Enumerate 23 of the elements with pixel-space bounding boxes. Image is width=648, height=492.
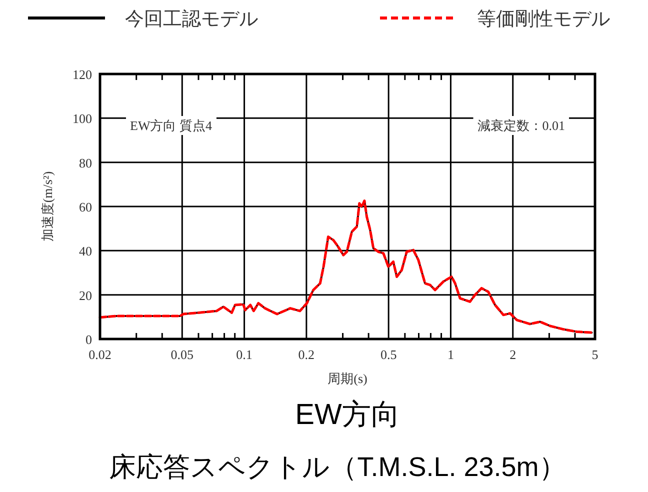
x-tick-label: 5: [592, 347, 598, 362]
x-tick-label: 0.1: [236, 347, 252, 362]
legend-label: 今回工認モデル: [125, 9, 258, 30]
y-axis-title: 加速度(m/s²): [40, 171, 55, 242]
annotation: 減衰定数：0.01: [477, 118, 565, 133]
y-tick-label: 20: [79, 288, 92, 303]
y-tick-label: 120: [72, 67, 92, 82]
x-tick-label: 2: [510, 347, 516, 362]
y-tick-label: 100: [72, 111, 92, 126]
y-tick-label: 80: [79, 155, 92, 170]
annotation: EW方向 質点4: [130, 118, 212, 133]
x-tick-label: 1: [447, 347, 454, 362]
x-tick-label: 0.02: [88, 347, 112, 362]
x-axis-title: 周期(s): [328, 371, 368, 386]
y-tick-label: 0: [86, 332, 92, 347]
y-tick-label: 40: [79, 244, 92, 259]
x-tick-label: 0.05: [170, 347, 194, 362]
legend-label: 等価剛性モデル: [477, 9, 610, 30]
x-tick-label: 0.2: [298, 347, 315, 362]
x-tick-label: 0.5: [380, 347, 397, 362]
text: EW方向: [295, 399, 400, 431]
text: 床応答スペクトル（T.M.S.L. 23.5m）: [109, 452, 566, 482]
y-tick-label: 60: [79, 200, 92, 214]
